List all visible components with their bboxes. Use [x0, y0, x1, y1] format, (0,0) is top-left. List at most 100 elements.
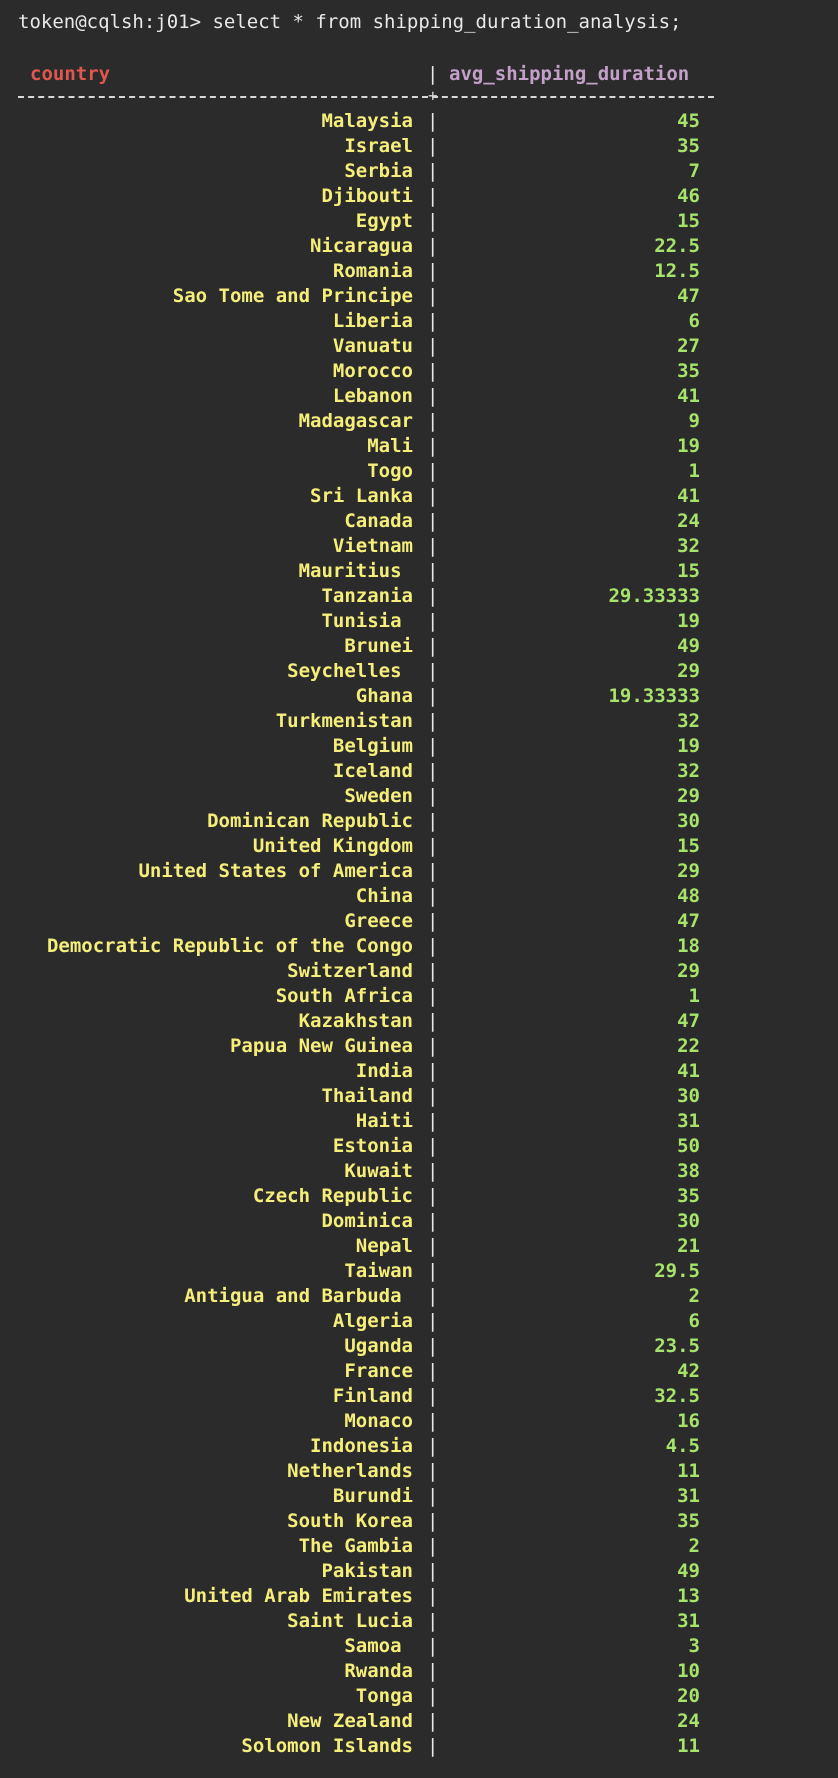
column-separator: | — [427, 1160, 439, 1182]
country-cell: Sri Lanka — [310, 485, 413, 507]
table-row: Sweden | 29 — [0, 784, 838, 809]
country-cell: Sao Tome and Principe — [172, 285, 413, 307]
country-cell: Thailand — [321, 1085, 413, 1107]
table-row: Israel | 35 — [0, 134, 838, 159]
country-cell: United Arab Emirates — [184, 1585, 413, 1607]
avg-shipping-duration-cell: 13 — [677, 1585, 700, 1607]
avg-shipping-duration-cell: 32 — [677, 710, 700, 732]
country-cell: Brunei — [344, 635, 413, 657]
table-row: Monaco | 16 — [0, 1409, 838, 1434]
table-row: Antigua and Barbuda | 2 — [0, 1284, 838, 1309]
table-row: New Zealand | 24 — [0, 1709, 838, 1734]
avg-shipping-duration-cell: 32 — [677, 535, 700, 557]
country-cell: Djibouti — [321, 185, 413, 207]
avg-shipping-duration-cell: 19 — [677, 610, 700, 632]
table-row: United Arab Emirates | 13 — [0, 1584, 838, 1609]
column-separator: | — [427, 1460, 439, 1482]
avg-shipping-duration-cell: 15 — [677, 560, 700, 582]
country-cell: Seychelles — [287, 660, 413, 682]
column-separator: | — [427, 1310, 439, 1332]
column-separator: | — [427, 435, 439, 457]
column-separator: | — [427, 285, 439, 307]
avg-shipping-duration-cell: 23.5 — [654, 1335, 700, 1357]
column-separator: | — [427, 135, 439, 157]
table-header: country | avg_shipping_duration — [0, 60, 838, 88]
country-cell: Uganda — [344, 1335, 413, 1357]
avg-shipping-duration-cell: 35 — [677, 360, 700, 382]
table-row: Morocco | 35 — [0, 359, 838, 384]
column-separator: | — [427, 1585, 439, 1607]
avg-shipping-duration-cell: 47 — [677, 285, 700, 307]
table-row: Nicaragua | 22.5 — [0, 234, 838, 259]
country-cell: Turkmenistan — [275, 710, 413, 732]
column-separator: | — [427, 835, 439, 857]
table-row: Netherlands | 11 — [0, 1459, 838, 1484]
column-separator: | — [427, 860, 439, 882]
column-separator: | — [427, 1285, 439, 1307]
table-row: Liberia | 6 — [0, 309, 838, 334]
country-cell: Mali — [367, 435, 413, 457]
country-cell: Lebanon — [332, 385, 413, 407]
country-cell: Dominican Republic — [207, 810, 413, 832]
country-cell: Malaysia — [321, 110, 413, 132]
avg-shipping-duration-cell: 31 — [677, 1110, 700, 1132]
command-prompt: token@cqlsh:j01> select * from shipping_… — [18, 11, 682, 33]
avg-shipping-duration-cell: 20 — [677, 1685, 700, 1707]
column-separator: | — [427, 1185, 439, 1207]
column-separator: | — [427, 1110, 439, 1132]
table-row: Madagascar | 9 — [0, 409, 838, 434]
table-row: Togo | 1 — [0, 459, 838, 484]
table-row: China | 48 — [0, 884, 838, 909]
avg-shipping-duration-cell: 41 — [677, 485, 700, 507]
avg-shipping-duration-cell: 50 — [677, 1135, 700, 1157]
table-row: Turkmenistan | 32 — [0, 709, 838, 734]
column-separator: | — [427, 1410, 439, 1432]
column-separator: | — [427, 63, 439, 85]
country-cell: Morocco — [332, 360, 413, 382]
table-row: Dominica | 30 — [0, 1209, 838, 1234]
column-separator: | — [427, 1610, 439, 1632]
avg-shipping-duration-cell: 29 — [677, 660, 700, 682]
column-separator: | — [427, 735, 439, 757]
country-cell: Vietnam — [332, 535, 413, 557]
avg-shipping-duration-cell: 38 — [677, 1160, 700, 1182]
country-cell: Democratic Republic of the Congo — [46, 935, 413, 957]
avg-shipping-duration-cell: 31 — [677, 1610, 700, 1632]
column-separator: | — [427, 160, 439, 182]
table-row: Lebanon | 41 — [0, 384, 838, 409]
avg-shipping-duration-cell: 49 — [677, 1560, 700, 1582]
divider-right — [432, 96, 714, 98]
avg-shipping-duration-cell: 47 — [677, 910, 700, 932]
country-cell: Vanuatu — [332, 335, 413, 357]
avg-shipping-duration-cell: 24 — [677, 510, 700, 532]
country-cell: France — [344, 1360, 413, 1382]
column-separator: | — [427, 335, 439, 357]
table-row: Papua New Guinea | 22 — [0, 1034, 838, 1059]
country-cell: Belgium — [332, 735, 413, 757]
avg-shipping-duration-cell: 22 — [677, 1035, 700, 1057]
avg-shipping-duration-cell: 2 — [688, 1535, 700, 1557]
avg-shipping-duration-cell: 35 — [677, 1185, 700, 1207]
country-cell: Czech Republic — [252, 1185, 413, 1207]
table-row: Tonga | 20 — [0, 1684, 838, 1709]
table-row: Taiwan | 29.5 — [0, 1259, 838, 1284]
column-separator: | — [427, 310, 439, 332]
avg-shipping-duration-cell: 24 — [677, 1710, 700, 1732]
avg-shipping-duration-cell: 32.5 — [654, 1385, 700, 1407]
column-separator: | — [427, 1010, 439, 1032]
avg-shipping-duration-cell: 19 — [677, 435, 700, 457]
country-cell: Finland — [332, 1385, 413, 1407]
table-row: Seychelles | 29 — [0, 659, 838, 684]
column-separator: | — [427, 1335, 439, 1357]
country-cell: The Gambia — [298, 1535, 413, 1557]
avg-shipping-duration-cell: 29 — [677, 960, 700, 982]
column-separator: | — [427, 585, 439, 607]
column-separator: | — [427, 385, 439, 407]
country-cell: Ghana — [355, 685, 413, 707]
column-separator: | — [427, 1035, 439, 1057]
column-separator: | — [427, 235, 439, 257]
avg-shipping-duration-cell: 42 — [677, 1360, 700, 1382]
avg-shipping-duration-cell: 1 — [688, 460, 700, 482]
avg-shipping-duration-cell: 29 — [677, 860, 700, 882]
